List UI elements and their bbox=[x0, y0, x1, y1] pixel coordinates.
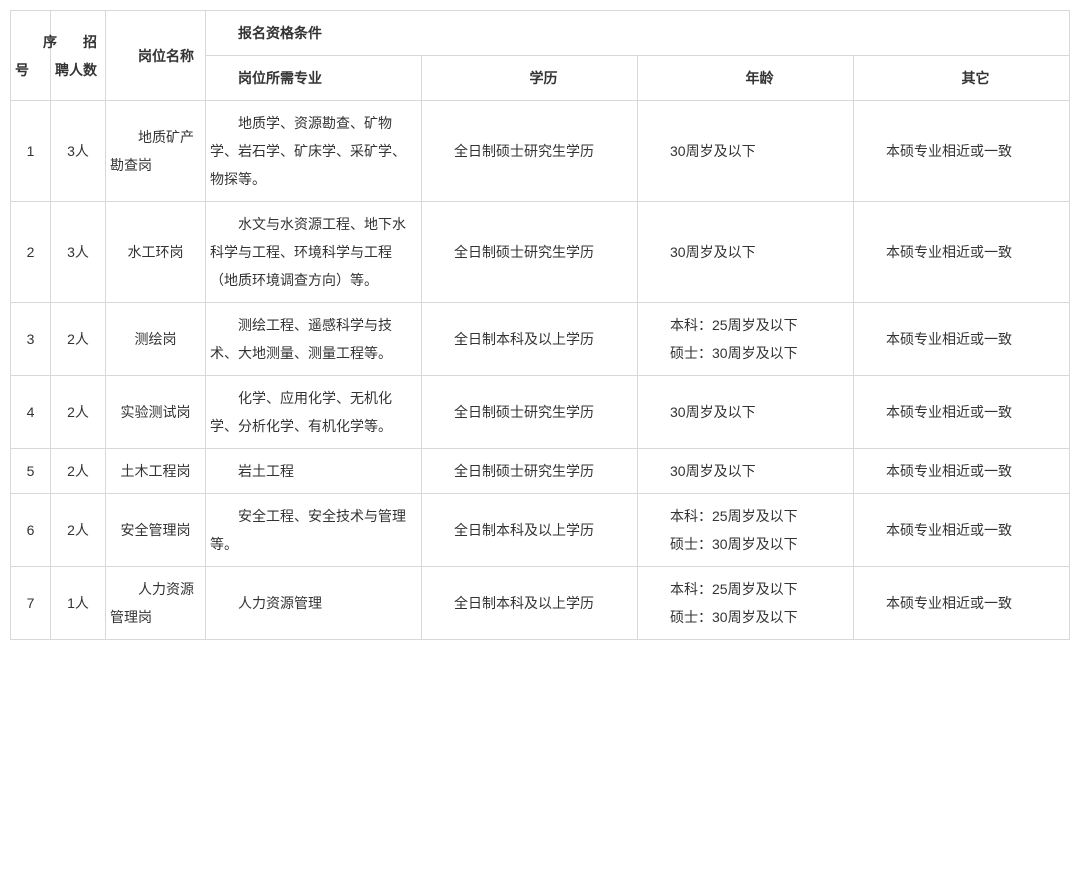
cell-other: 本硕专业相近或一致 bbox=[854, 494, 1070, 567]
table-row: 23人水工环岗水文与水资源工程、地下水科学与工程、环境科学与工程（地质环境调查方… bbox=[11, 202, 1070, 303]
cell-age: 本科：25周岁及以下硕士：30周岁及以下 bbox=[638, 494, 854, 567]
recruitment-table: 序号 招聘人数 岗位名称 报名资格条件 岗位所需专业 学历 年龄 其它 13人地… bbox=[10, 10, 1070, 640]
header-qualification: 报名资格条件 bbox=[206, 11, 1070, 56]
cell-other: 本硕专业相近或一致 bbox=[854, 202, 1070, 303]
cell-position: 测绘岗 bbox=[106, 303, 206, 376]
cell-position: 水工环岗 bbox=[106, 202, 206, 303]
header-count: 招聘人数 bbox=[51, 11, 106, 101]
table-row: 42人实验测试岗化学、应用化学、无机化学、分析化学、有机化学等。全日制硕士研究生… bbox=[11, 376, 1070, 449]
cell-seq: 3 bbox=[11, 303, 51, 376]
cell-count: 3人 bbox=[51, 202, 106, 303]
cell-edu: 全日制硕士研究生学历 bbox=[422, 376, 638, 449]
cell-count: 3人 bbox=[51, 101, 106, 202]
cell-position: 实验测试岗 bbox=[106, 376, 206, 449]
cell-count: 2人 bbox=[51, 376, 106, 449]
cell-count: 2人 bbox=[51, 449, 106, 494]
cell-age: 30周岁及以下 bbox=[638, 101, 854, 202]
cell-other: 本硕专业相近或一致 bbox=[854, 376, 1070, 449]
cell-age: 本科：25周岁及以下硕士：30周岁及以下 bbox=[638, 303, 854, 376]
cell-seq: 1 bbox=[11, 101, 51, 202]
cell-major: 安全工程、安全技术与管理等。 bbox=[206, 494, 422, 567]
cell-seq: 5 bbox=[11, 449, 51, 494]
cell-major: 水文与水资源工程、地下水科学与工程、环境科学与工程（地质环境调查方向）等。 bbox=[206, 202, 422, 303]
header-edu: 学历 bbox=[422, 56, 638, 101]
table-row: 71人人力资源管理岗人力资源管理全日制本科及以上学历本科：25周岁及以下硕士：3… bbox=[11, 567, 1070, 640]
cell-age: 30周岁及以下 bbox=[638, 376, 854, 449]
header-major: 岗位所需专业 bbox=[206, 56, 422, 101]
cell-age: 30周岁及以下 bbox=[638, 449, 854, 494]
cell-other: 本硕专业相近或一致 bbox=[854, 567, 1070, 640]
cell-edu: 全日制本科及以上学历 bbox=[422, 494, 638, 567]
cell-seq: 4 bbox=[11, 376, 51, 449]
table-row: 62人安全管理岗安全工程、安全技术与管理等。全日制本科及以上学历本科：25周岁及… bbox=[11, 494, 1070, 567]
cell-seq: 6 bbox=[11, 494, 51, 567]
cell-edu: 全日制本科及以上学历 bbox=[422, 303, 638, 376]
cell-edu: 全日制硕士研究生学历 bbox=[422, 101, 638, 202]
cell-major: 化学、应用化学、无机化学、分析化学、有机化学等。 bbox=[206, 376, 422, 449]
cell-edu: 全日制本科及以上学历 bbox=[422, 567, 638, 640]
cell-position: 土木工程岗 bbox=[106, 449, 206, 494]
cell-position: 人力资源管理岗 bbox=[106, 567, 206, 640]
cell-edu: 全日制硕士研究生学历 bbox=[422, 202, 638, 303]
cell-position: 安全管理岗 bbox=[106, 494, 206, 567]
cell-other: 本硕专业相近或一致 bbox=[854, 449, 1070, 494]
cell-count: 2人 bbox=[51, 494, 106, 567]
cell-position: 地质矿产勘查岗 bbox=[106, 101, 206, 202]
table-row: 32人测绘岗测绘工程、遥感科学与技术、大地测量、测量工程等。全日制本科及以上学历… bbox=[11, 303, 1070, 376]
cell-major: 岩土工程 bbox=[206, 449, 422, 494]
table-row: 13人地质矿产勘查岗地质学、资源勘查、矿物学、岩石学、矿床学、采矿学、物探等。全… bbox=[11, 101, 1070, 202]
cell-major: 地质学、资源勘查、矿物学、岩石学、矿床学、采矿学、物探等。 bbox=[206, 101, 422, 202]
table-row: 52人土木工程岗岩土工程全日制硕士研究生学历30周岁及以下本硕专业相近或一致 bbox=[11, 449, 1070, 494]
header-age: 年龄 bbox=[638, 56, 854, 101]
cell-other: 本硕专业相近或一致 bbox=[854, 303, 1070, 376]
cell-seq: 2 bbox=[11, 202, 51, 303]
cell-age: 30周岁及以下 bbox=[638, 202, 854, 303]
cell-age: 本科：25周岁及以下硕士：30周岁及以下 bbox=[638, 567, 854, 640]
cell-edu: 全日制硕士研究生学历 bbox=[422, 449, 638, 494]
table-header: 序号 招聘人数 岗位名称 报名资格条件 岗位所需专业 学历 年龄 其它 bbox=[11, 11, 1070, 101]
cell-count: 1人 bbox=[51, 567, 106, 640]
cell-count: 2人 bbox=[51, 303, 106, 376]
cell-major: 人力资源管理 bbox=[206, 567, 422, 640]
table-body: 13人地质矿产勘查岗地质学、资源勘查、矿物学、岩石学、矿床学、采矿学、物探等。全… bbox=[11, 101, 1070, 640]
cell-other: 本硕专业相近或一致 bbox=[854, 101, 1070, 202]
header-position: 岗位名称 bbox=[106, 11, 206, 101]
header-row-1: 序号 招聘人数 岗位名称 报名资格条件 bbox=[11, 11, 1070, 56]
header-seq: 序号 bbox=[11, 11, 51, 101]
cell-seq: 7 bbox=[11, 567, 51, 640]
header-other: 其它 bbox=[854, 56, 1070, 101]
cell-major: 测绘工程、遥感科学与技术、大地测量、测量工程等。 bbox=[206, 303, 422, 376]
